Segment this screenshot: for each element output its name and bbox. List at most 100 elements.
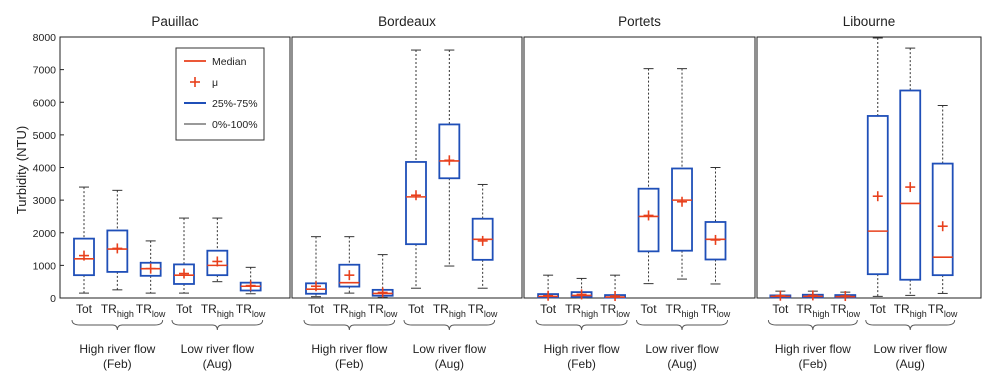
group-brace xyxy=(865,319,956,331)
category-sub: low xyxy=(384,309,398,319)
legend-label: 0%-100% xyxy=(212,119,258,131)
box-high-2: TRlow xyxy=(831,291,861,319)
box-low-4: TRhigh xyxy=(894,47,927,319)
category-label: Tot xyxy=(76,302,93,316)
category-sub: high xyxy=(581,309,598,319)
category-label: TRhigh xyxy=(101,302,134,319)
box-high-2: TRlow xyxy=(368,254,398,319)
group-label: High river flow xyxy=(311,342,387,356)
group-sublabel: (Aug) xyxy=(667,357,696,371)
category-main: Tot xyxy=(176,302,193,316)
box-high-1: TRhigh xyxy=(796,290,829,319)
category-label: TRhigh xyxy=(894,302,927,319)
box-low-3: Tot xyxy=(405,49,427,316)
y-tick-label: 4000 xyxy=(33,163,57,175)
category-label: Tot xyxy=(772,302,789,316)
y-tick-label: 5000 xyxy=(33,130,57,142)
category-label: TRhigh xyxy=(666,302,699,319)
panel-title: Portets xyxy=(618,14,661,29)
iqr-box xyxy=(438,123,461,180)
box-high-2: TRlow xyxy=(600,274,630,319)
box-high-0: Tot xyxy=(537,274,560,316)
box-high-1: TRhigh xyxy=(101,189,134,319)
y-tick-label: 7000 xyxy=(33,65,57,77)
panel-frame xyxy=(523,36,756,299)
box-high-0: Tot xyxy=(305,236,327,316)
iqr-box xyxy=(704,221,727,261)
category-main: TR xyxy=(468,302,484,316)
category-sub: high xyxy=(682,309,699,319)
panel-frame xyxy=(756,36,982,299)
group-label: Low river flow xyxy=(181,342,255,356)
category-label: Tot xyxy=(540,302,557,316)
plot-layer: 0 1000 2000 3000 4000 5000 6000 7000 8000 Pauilla… xyxy=(33,14,982,371)
iqr-box xyxy=(173,263,195,285)
box-low-3: Tot xyxy=(173,217,195,316)
group-label: Low river flow xyxy=(413,342,487,356)
category-main: Tot xyxy=(308,302,325,316)
group-brace xyxy=(535,319,628,331)
legend-label: μ xyxy=(212,77,218,89)
category-main: TR xyxy=(136,302,152,316)
box-low-4: TRhigh xyxy=(201,217,234,319)
category-sub: high xyxy=(910,309,927,319)
iqr-box xyxy=(338,263,361,288)
category-main: TR xyxy=(831,302,847,316)
y-tick-label: 6000 xyxy=(33,97,57,109)
iqr-box xyxy=(637,187,660,253)
category-label: Tot xyxy=(870,302,887,316)
category-sub: high xyxy=(812,309,829,319)
y-axis-label: Turbidity (NTU) xyxy=(14,126,29,214)
iqr-box xyxy=(106,229,129,273)
group-label: High river flow xyxy=(79,342,155,356)
box-high-2: TRlow xyxy=(136,240,166,319)
category-label: TRlow xyxy=(468,302,498,319)
category-main: TR xyxy=(928,302,944,316)
group-label: High river flow xyxy=(775,342,851,356)
category-sub: low xyxy=(847,309,861,319)
group-brace xyxy=(71,319,164,331)
iqr-box xyxy=(899,89,922,281)
panel-title: Bordeaux xyxy=(378,14,436,29)
category-label: TRhigh xyxy=(333,302,366,319)
box-low-5: TRlow xyxy=(928,105,958,319)
box-low-5: TRlow xyxy=(701,167,731,319)
category-main: TR xyxy=(333,302,349,316)
category-sub: high xyxy=(449,309,466,319)
category-main: Tot xyxy=(772,302,789,316)
category-main: TR xyxy=(701,302,717,316)
group-label: Low river flow xyxy=(874,342,948,356)
group-label: Low river flow xyxy=(645,342,719,356)
box-low-5: TRlow xyxy=(236,266,266,319)
group-brace xyxy=(767,319,858,331)
category-label: TRlow xyxy=(831,302,861,319)
panel-title: Libourne xyxy=(843,14,896,29)
category-main: Tot xyxy=(408,302,425,316)
box-low-5: TRlow xyxy=(468,183,498,319)
category-label: Tot xyxy=(408,302,425,316)
category-label: TRlow xyxy=(136,302,166,319)
group-brace xyxy=(171,319,264,331)
category-sub: high xyxy=(217,309,234,319)
iqr-box xyxy=(73,237,95,277)
group-sublabel: (Feb) xyxy=(799,357,828,371)
group-label: High river flow xyxy=(544,342,620,356)
box-high-1: TRhigh xyxy=(565,277,598,319)
legend-box xyxy=(175,47,265,141)
category-main: TR xyxy=(796,302,812,316)
category-label: TRhigh xyxy=(201,302,234,319)
category-sub: high xyxy=(117,309,134,319)
box-high-0: Tot xyxy=(769,290,792,316)
y-tick-label: 3000 xyxy=(33,195,57,207)
category-label: TRlow xyxy=(368,302,398,319)
group-sublabel: (Feb) xyxy=(103,357,132,371)
legend-label: Median xyxy=(212,56,247,68)
category-sub: low xyxy=(717,309,731,319)
category-main: TR xyxy=(666,302,682,316)
category-label: TRlow xyxy=(928,302,958,319)
box-low-3: Tot xyxy=(637,68,660,316)
y-tick-label: 1000 xyxy=(33,260,57,272)
